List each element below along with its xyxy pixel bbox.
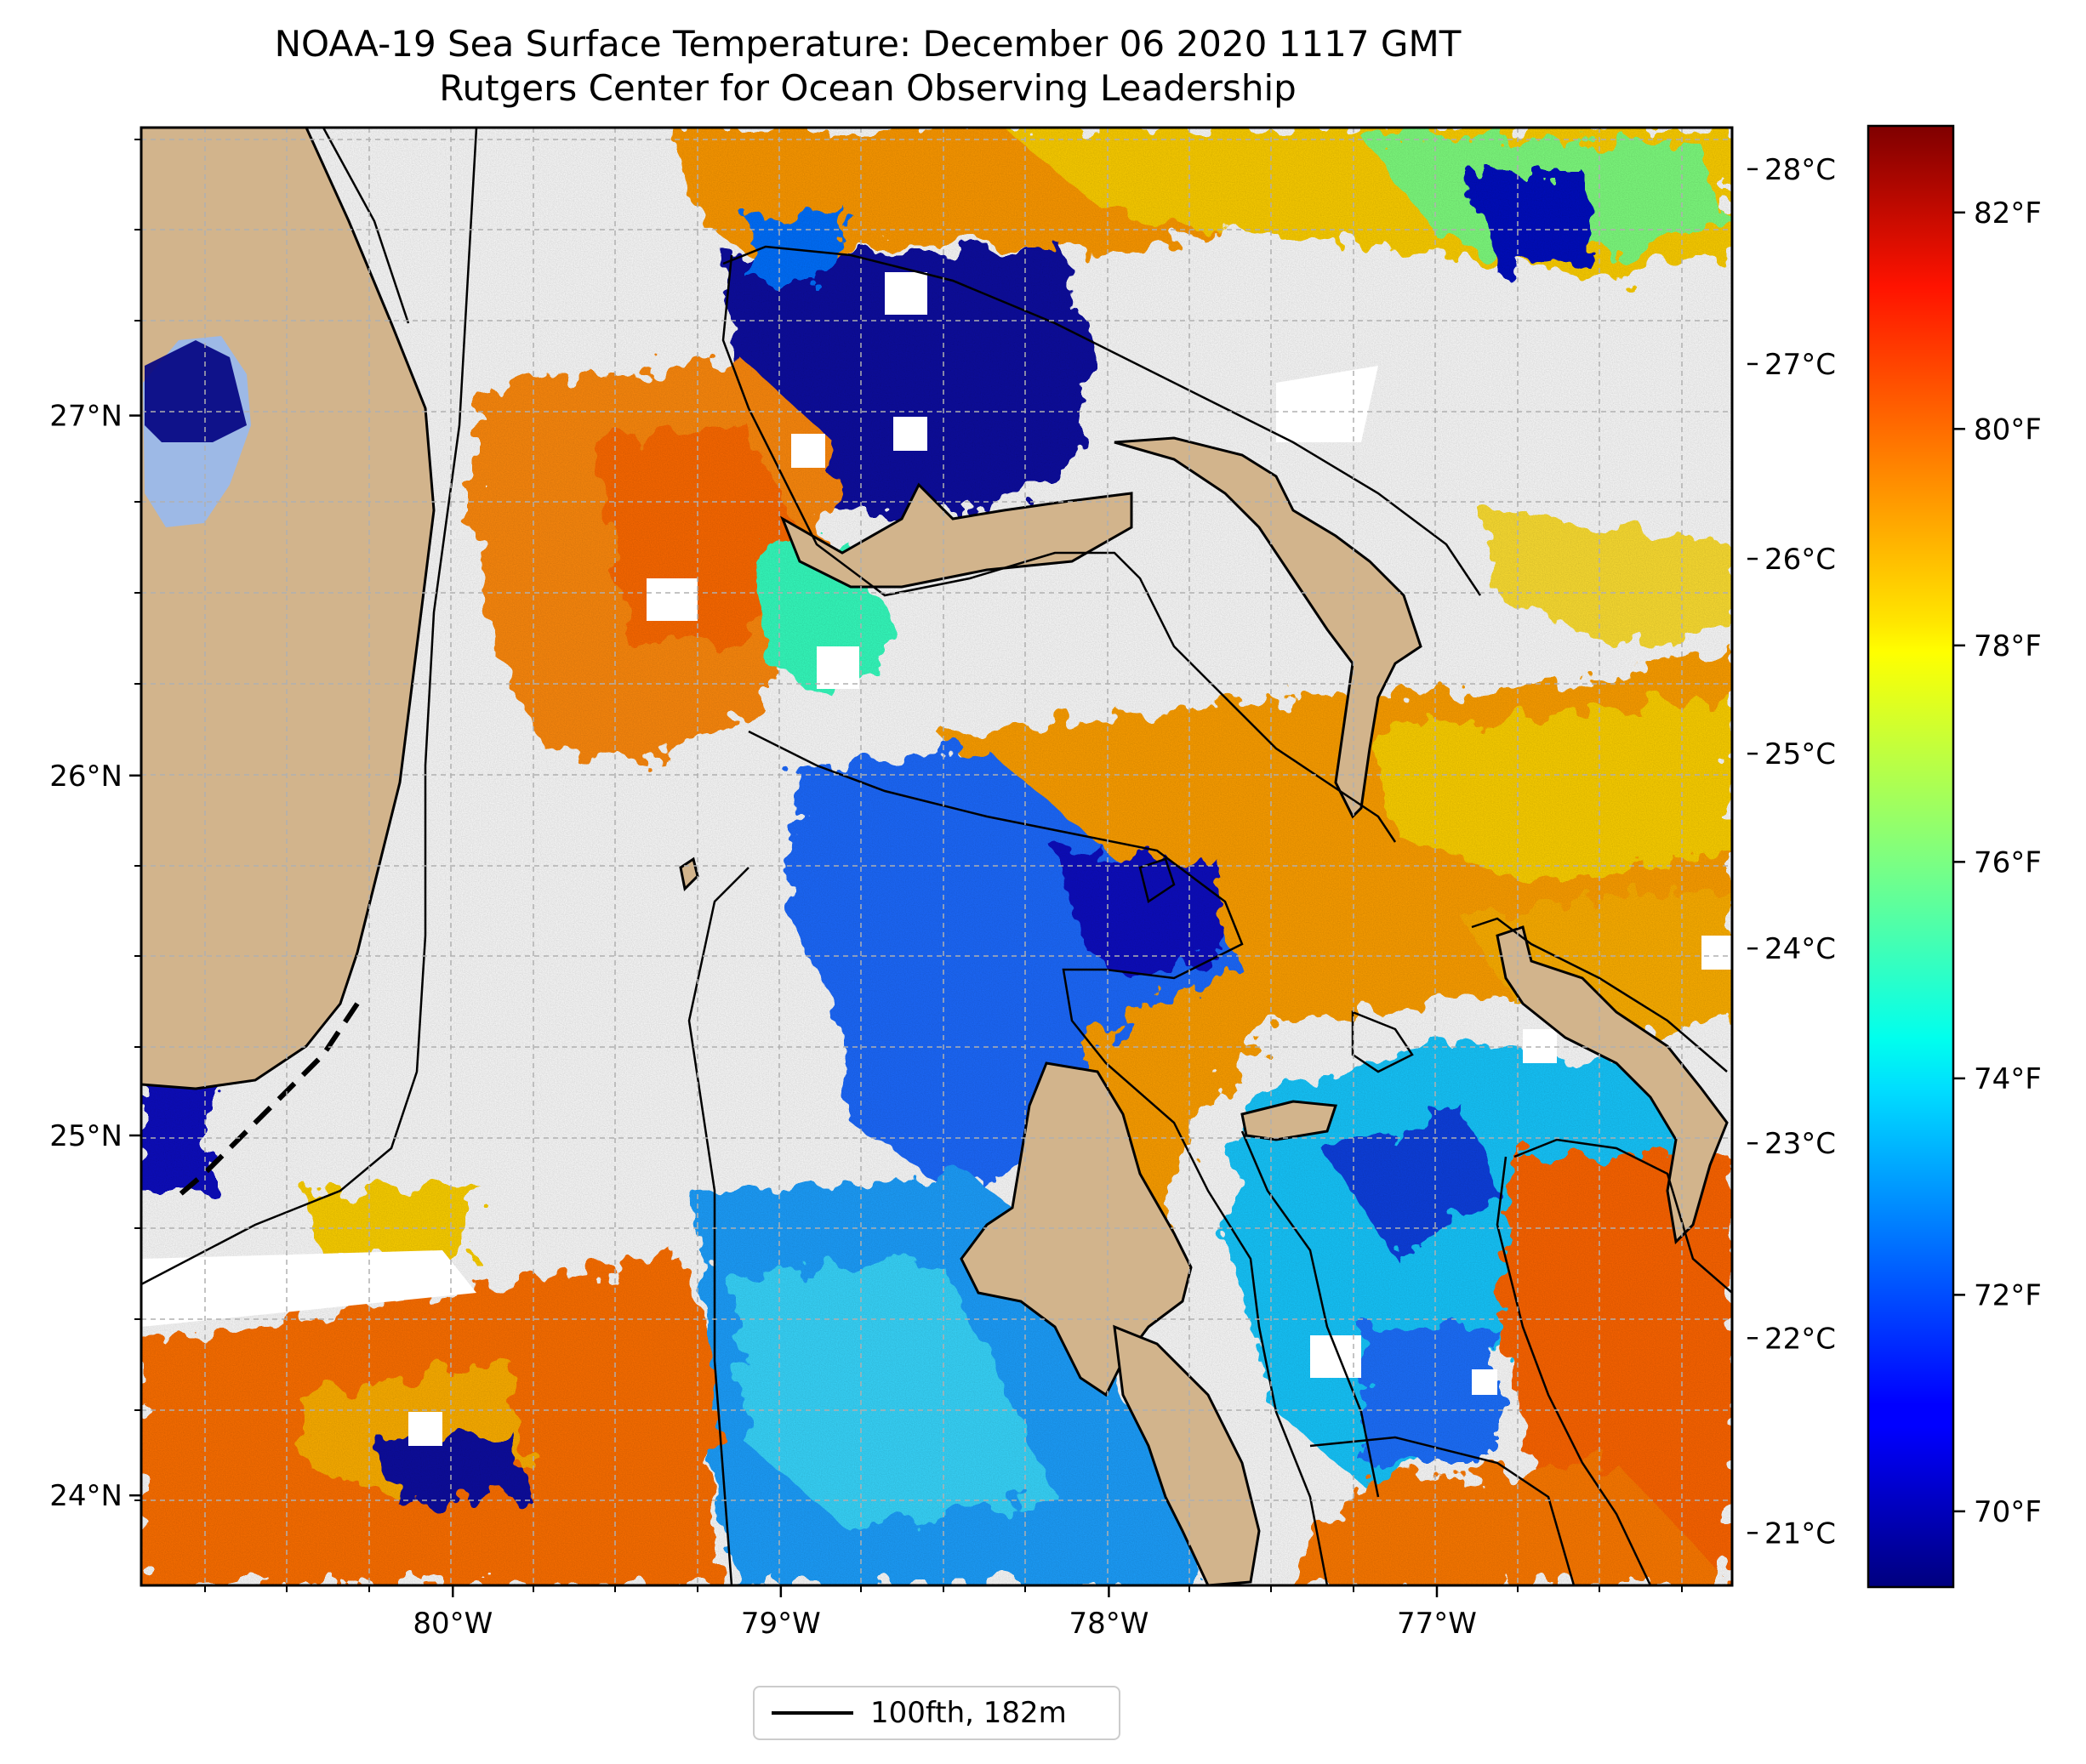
lon-tick-label: 80°W <box>413 1607 493 1641</box>
land-eleuthera <box>1496 925 1729 1245</box>
land-grand-bahama <box>780 482 1133 589</box>
fahrenheit-tick-label: 82°F <box>1974 196 2042 230</box>
gridlines <box>141 128 1732 1585</box>
celsius-tick-label: 21°C <box>1764 1516 1836 1551</box>
lat-tick-label: 25°N <box>49 1119 123 1153</box>
fahrenheit-tick-label: 78°F <box>1974 629 2042 663</box>
colorbar <box>1867 124 1955 1589</box>
land-andros <box>960 1061 1193 1397</box>
fahrenheit-tick-label: 80°F <box>1974 413 2042 447</box>
land-new-providence <box>1240 1100 1338 1141</box>
fahrenheit-tick-label: 76°F <box>1974 845 2042 879</box>
celsius-tick-label: 24°C <box>1764 932 1836 966</box>
florida-keys <box>173 1002 360 1202</box>
map-axis-ticks: 80°W 79°W 78°W 77°W 24°N 25°N 26°N 27°N <box>49 400 1477 1641</box>
lat-tick-label: 24°N <box>49 1479 123 1513</box>
lat-tick-label: 26°N <box>49 760 123 794</box>
isobath-100fth <box>141 128 1732 1585</box>
legend-label: 100fth, 182m <box>870 1696 1067 1730</box>
colorbar-ticks: 70°F 72°F 74°F 76°F 78°F 80°F 82°F 21°C 22°C 23°C… <box>1747 153 2042 1551</box>
lon-tick-label: 78°W <box>1069 1607 1148 1641</box>
lon-tick-label: 79°W <box>741 1607 821 1641</box>
map-frame <box>140 126 1734 1587</box>
chart-title: NOAA-19 Sea Surface Temperature: Decembe… <box>274 23 1462 65</box>
celsius-tick-label: 26°C <box>1764 543 1836 577</box>
celsius-tick-label: 27°C <box>1764 348 1836 382</box>
land-abaco <box>1114 436 1422 819</box>
celsius-tick-label: 28°C <box>1764 153 1836 187</box>
legend-line-swatch <box>772 1711 853 1715</box>
fahrenheit-tick-label: 72°F <box>1974 1278 2042 1312</box>
celsius-tick-label: 23°C <box>1764 1127 1836 1161</box>
chart-subtitle: Rutgers Center for Ocean Observing Leade… <box>439 67 1297 109</box>
minor-ticks <box>134 139 1683 1592</box>
lat-tick-label: 27°N <box>49 400 123 434</box>
lake-coldpatch <box>145 340 247 442</box>
celsius-tick-label: 22°C <box>1764 1322 1836 1356</box>
celsius-tick-label: 25°C <box>1764 737 1836 771</box>
fahrenheit-tick-label: 74°F <box>1974 1062 2042 1096</box>
cloud-gaps <box>141 272 1732 1446</box>
fahrenheit-tick-label: 70°F <box>1974 1495 2042 1529</box>
legend: 100fth, 182m <box>753 1686 1120 1740</box>
lon-tick-label: 77°W <box>1397 1607 1477 1641</box>
map-area <box>141 128 1732 1585</box>
land-south-andros <box>1113 1324 1261 1585</box>
